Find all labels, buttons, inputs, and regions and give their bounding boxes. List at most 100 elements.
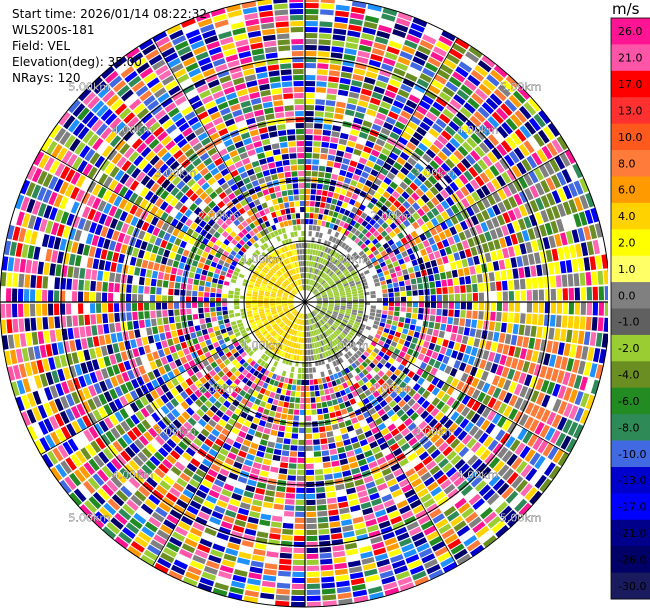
gate-cell — [229, 317, 236, 322]
gate-cell — [493, 353, 502, 364]
gate-cell — [478, 311, 484, 320]
gate-cell — [109, 323, 116, 333]
gate-cell — [293, 373, 298, 379]
gate-cell — [254, 317, 261, 321]
gate-cell — [482, 350, 490, 360]
gate-cell — [450, 454, 462, 466]
gate-cell — [309, 379, 314, 385]
gate-cell — [217, 279, 224, 285]
gate-cell — [183, 362, 191, 371]
gate-cell — [219, 275, 225, 281]
gate-cell — [290, 366, 295, 373]
gate-cell — [177, 231, 186, 240]
gate-cell — [434, 453, 445, 464]
gate-cell — [314, 262, 318, 268]
gate-cell — [114, 512, 128, 525]
gate-cell — [83, 219, 92, 232]
gate-cell — [246, 305, 252, 309]
gate-cell — [306, 463, 314, 469]
gate-cell — [509, 439, 521, 452]
gate-cell — [361, 344, 368, 351]
gate-cell — [442, 309, 448, 317]
gate-cell — [539, 365, 548, 379]
gate-cell — [327, 381, 333, 388]
gate-cell — [191, 260, 199, 267]
gate-cell — [291, 329, 295, 335]
gate-cell — [373, 214, 381, 222]
gate-cell — [484, 361, 493, 372]
gate-cell — [556, 288, 562, 301]
gate-cell — [399, 50, 413, 61]
gate-cell — [454, 302, 460, 310]
gate-cell — [385, 226, 393, 234]
gate-cell — [334, 298, 340, 301]
gate-cell — [382, 254, 390, 261]
gate-cell — [426, 444, 437, 455]
gate-cell — [170, 398, 180, 408]
gate-cell — [301, 337, 304, 343]
gate-cell — [103, 271, 110, 282]
gate-cell — [376, 309, 382, 314]
gate-cell — [307, 313, 310, 319]
gate-cell — [341, 299, 346, 302]
gate-cell — [453, 133, 465, 144]
gate-cell — [354, 230, 361, 237]
gate-cell — [449, 261, 457, 270]
gate-cell — [349, 283, 356, 287]
gate-cell — [449, 154, 460, 165]
gate-cell — [57, 368, 66, 382]
gate-cell — [414, 483, 426, 493]
gate-cell — [354, 237, 361, 244]
gate-cell — [300, 397, 305, 404]
gate-cell — [163, 347, 171, 356]
gate-cell — [358, 176, 367, 184]
gate-cell — [233, 257, 240, 263]
gate-cell — [199, 376, 208, 385]
gate-cell — [252, 294, 258, 297]
gate-cell — [387, 423, 397, 432]
gate-cell — [334, 252, 340, 259]
gate-cell — [152, 423, 163, 434]
gate-cell — [167, 470, 178, 481]
gate-cell — [451, 389, 460, 399]
gate-cell — [450, 515, 464, 527]
gate-cell — [373, 382, 381, 390]
gate-cell — [175, 343, 182, 352]
gate-cell — [359, 94, 371, 102]
gate-cell — [323, 283, 329, 288]
gate-cell — [173, 559, 188, 570]
gate-cell — [313, 445, 321, 451]
gate-cell — [487, 116, 500, 129]
gate-cell — [426, 210, 435, 220]
gate-cell — [495, 281, 502, 291]
gate-cell — [72, 303, 78, 315]
gate-cell — [374, 317, 381, 322]
gate-cell — [231, 324, 238, 330]
gate-cell — [237, 416, 246, 425]
gate-cell — [308, 367, 313, 373]
gate-cell — [512, 370, 521, 382]
gate-cell — [482, 79, 496, 92]
gate-cell — [392, 235, 400, 243]
gate-cell — [315, 294, 321, 298]
gate-cell — [495, 524, 510, 538]
gate-cell — [442, 302, 448, 309]
gate-cell — [204, 307, 210, 313]
gate-cell — [119, 408, 129, 420]
gate-cell — [399, 458, 409, 467]
gate-cell — [279, 337, 284, 343]
gate-cell — [283, 401, 289, 408]
gate-cell — [327, 503, 338, 510]
gate-cell — [577, 227, 586, 242]
gate-cell — [526, 302, 533, 313]
gate-cell — [99, 380, 108, 392]
gate-cell — [597, 317, 604, 332]
gate-cell — [434, 224, 443, 234]
gate-cell — [252, 307, 258, 311]
gate-cell — [486, 262, 494, 272]
gate-cell — [222, 302, 228, 307]
gate-cell — [310, 261, 314, 267]
gate-cell — [337, 344, 343, 350]
gate-cell — [408, 526, 422, 537]
gate-cell — [478, 142, 490, 154]
